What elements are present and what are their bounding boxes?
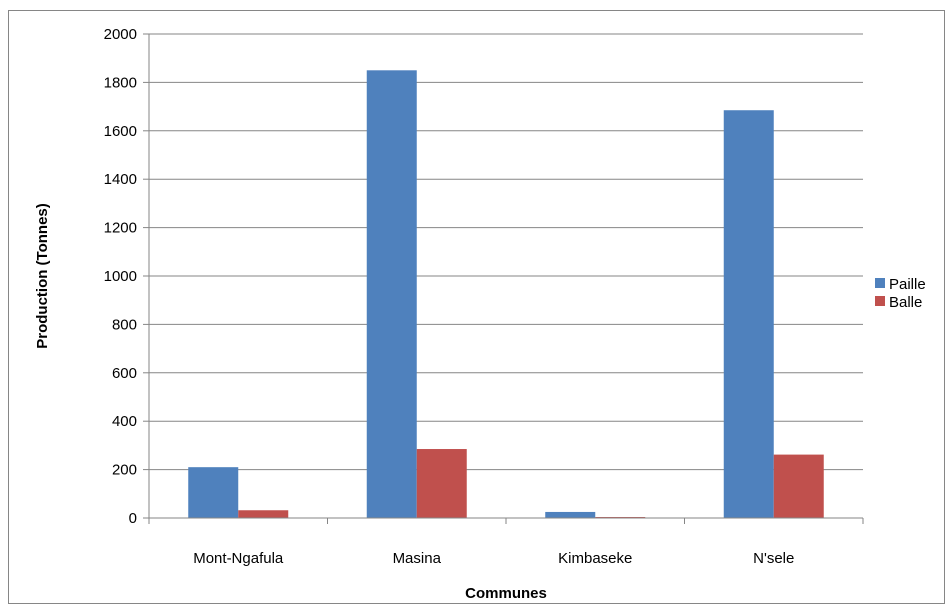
bar-balle-3 bbox=[773, 454, 824, 518]
y-tick-label: 1200 bbox=[104, 220, 137, 237]
y-tick-label: 600 bbox=[112, 365, 137, 382]
y-tick-label: 800 bbox=[112, 316, 137, 333]
x-tick-label: Mont-Ngafula bbox=[193, 550, 284, 567]
y-tick-label: 1000 bbox=[104, 268, 137, 285]
legend-swatch-balle bbox=[875, 296, 885, 306]
legend-swatch-paille bbox=[875, 278, 885, 288]
bar-balle-0 bbox=[238, 510, 289, 518]
y-axis-title: Production (Tonnes) bbox=[34, 203, 51, 349]
y-tick-label: 200 bbox=[112, 462, 137, 479]
y-tick-label: 400 bbox=[112, 413, 137, 430]
bar-paille-0 bbox=[188, 467, 239, 518]
bar-balle-1 bbox=[416, 449, 467, 518]
legend-label-balle: Balle bbox=[889, 294, 922, 311]
x-tick-labels: Mont-Ngafula Masina Kimbaseke N'sele bbox=[148, 518, 864, 567]
bars bbox=[188, 70, 824, 519]
y-tick-label: 1600 bbox=[104, 123, 137, 140]
y-tick-labels: 0 200 400 600 800 1000 1200 1400 1600 1800 2000 bbox=[104, 26, 137, 527]
legend-label-paille: Paille bbox=[889, 276, 926, 293]
x-tick-label: Kimbaseke bbox=[558, 550, 632, 567]
y-tick-label: 1400 bbox=[104, 171, 137, 188]
y-tick-label: 0 bbox=[129, 510, 137, 527]
x-axis-title: Communes bbox=[465, 585, 547, 602]
x-tick-label: Masina bbox=[393, 550, 442, 567]
x-tick-label: N'sele bbox=[753, 550, 794, 567]
bar-paille-2 bbox=[545, 511, 596, 518]
y-tick-label: 2000 bbox=[104, 26, 137, 43]
y-tick-label: 1800 bbox=[104, 74, 137, 91]
bar-paille-1 bbox=[366, 70, 417, 519]
bar-paille-3 bbox=[723, 110, 774, 518]
